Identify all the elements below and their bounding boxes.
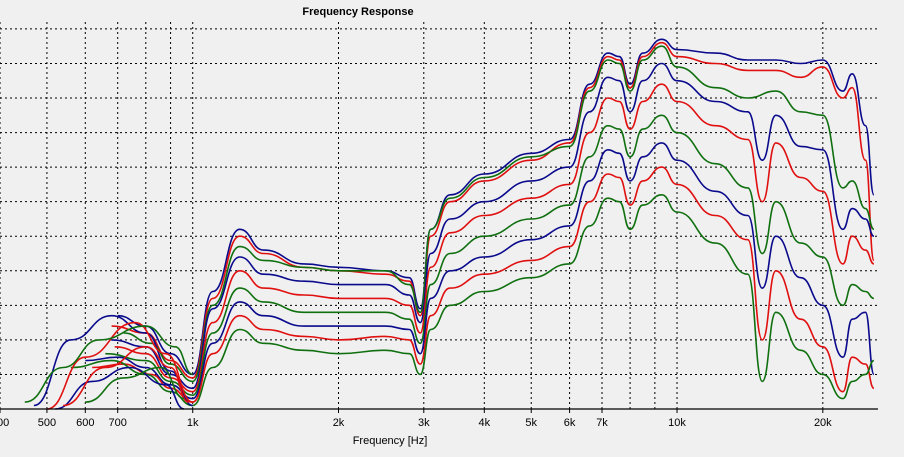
series-line-8: [92, 166, 875, 403]
series-line-2: [111, 41, 875, 379]
series-line-9: [70, 194, 875, 407]
x-tick-label: 4k: [478, 417, 490, 429]
x-tick-label: 5k: [525, 417, 537, 429]
x-tick-label: 20k: [814, 417, 832, 429]
x-tick-label: 500: [38, 417, 56, 429]
x-tick-label: 400: [0, 417, 9, 429]
x-tick-label: 7k: [596, 417, 608, 429]
x-axis-label: Frequency [Hz]: [353, 435, 428, 447]
x-tick-label: 600: [76, 417, 94, 429]
x-tick-label: 1k: [187, 417, 199, 429]
chart-title: Frequency Response: [302, 6, 413, 18]
x-tick-labels: 400 500 600 700 1k 2k 3k 4k 5k 6k 7k 10k 20k: [0, 409, 832, 429]
series-line-6: [105, 114, 875, 396]
x-tick-label: 700: [109, 417, 127, 429]
x-tick-label: 6k: [564, 417, 576, 429]
series-line-14: [62, 346, 189, 407]
series-line-12: [24, 325, 193, 403]
series-line-4: [111, 62, 875, 390]
series-line-1: [117, 38, 875, 376]
series-line-5: [114, 83, 875, 393]
x-tick-label: 3k: [418, 417, 430, 429]
series-line-7: [85, 142, 875, 400]
series-line-15: [85, 366, 185, 403]
series-line-13: [55, 366, 185, 410]
series-line-11: [46, 321, 193, 410]
series-line-3: [123, 45, 875, 383]
x-tick-label: 2k: [333, 417, 345, 429]
series-layer: [24, 38, 875, 410]
series-line-10: [33, 314, 193, 407]
x-tick-label: 10k: [668, 417, 686, 429]
